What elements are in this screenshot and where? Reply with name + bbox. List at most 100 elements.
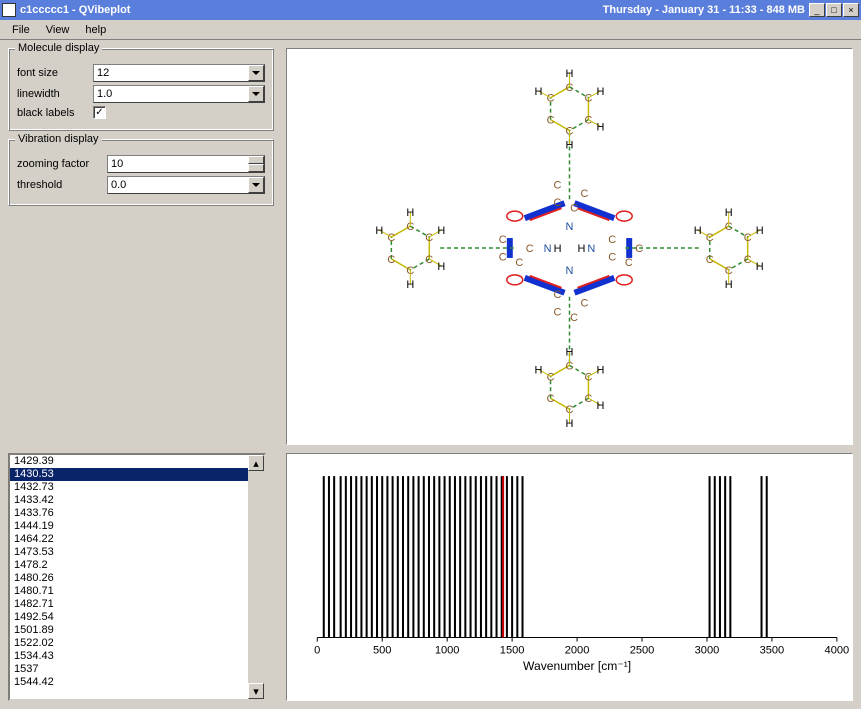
molecule-display-title: Molecule display	[15, 42, 102, 54]
threshold-label: threshold	[17, 179, 107, 191]
svg-text:H: H	[535, 364, 543, 376]
frequency-item[interactable]: 1429.39	[10, 455, 248, 468]
linewidth-label: linewidth	[17, 88, 93, 100]
svg-text:H: H	[694, 225, 702, 237]
vibration-display-group: Vibration display zooming factor 10 thre…	[8, 139, 274, 206]
svg-text:C: C	[585, 93, 593, 105]
svg-text:H: H	[577, 243, 585, 255]
menu-view[interactable]: View	[38, 22, 78, 38]
frequency-item[interactable]: 1501.89	[10, 624, 248, 637]
frequency-item[interactable]: 1433.42	[10, 494, 248, 507]
frequency-item[interactable]: 1478.2	[10, 559, 248, 572]
frequency-item[interactable]: 1544.42	[10, 676, 248, 689]
threshold-combo[interactable]: 0.0	[107, 176, 265, 194]
zooming-value: 10	[111, 158, 123, 170]
font-size-label: font size	[17, 67, 93, 79]
titlebar: c1ccccc1 - QVibeplot Thursday - January …	[0, 0, 861, 20]
svg-text:H: H	[406, 279, 414, 291]
scroll-up-icon[interactable]: ▴	[248, 455, 264, 471]
black-labels-checkbox[interactable]: ✓	[93, 106, 106, 119]
linewidth-value: 1.0	[97, 88, 112, 100]
svg-text:C: C	[553, 179, 561, 191]
frequency-item[interactable]: 1433.76	[10, 507, 248, 520]
svg-text:3500: 3500	[760, 645, 785, 657]
svg-text:0: 0	[314, 645, 320, 657]
svg-text:C: C	[744, 232, 752, 244]
svg-text:H: H	[597, 364, 605, 376]
svg-text:C: C	[570, 202, 578, 214]
frequency-item[interactable]: 1534.43	[10, 650, 248, 663]
frequency-item[interactable]: 1432.73	[10, 481, 248, 494]
svg-text:1500: 1500	[500, 645, 525, 657]
svg-text:C: C	[744, 254, 752, 266]
svg-text:C: C	[547, 371, 555, 383]
frequency-item[interactable]: 1473.53	[10, 546, 248, 559]
font-size-combo[interactable]: 12	[93, 64, 265, 82]
frequency-item[interactable]: 1464.22	[10, 533, 248, 546]
window-title: c1ccccc1 - QVibeplot	[20, 4, 130, 16]
svg-text:C: C	[547, 93, 555, 105]
frequency-item[interactable]: 1492.54	[10, 611, 248, 624]
vibration-display-title: Vibration display	[15, 133, 102, 145]
frequency-item[interactable]: 1480.71	[10, 585, 248, 598]
dropdown-icon[interactable]	[248, 65, 264, 81]
menu-help[interactable]: help	[77, 22, 114, 38]
frequency-item[interactable]: 1430.53	[10, 468, 248, 481]
menu-file[interactable]: File	[4, 22, 38, 38]
svg-text:2000: 2000	[565, 645, 590, 657]
window-status: Thursday - January 31 - 11:33 - 848 MB	[603, 4, 805, 16]
svg-text:2500: 2500	[630, 645, 655, 657]
svg-text:H: H	[756, 225, 764, 237]
scrollbar[interactable]: ▴ ▾	[248, 455, 264, 699]
svg-text:4000: 4000	[825, 645, 850, 657]
threshold-value: 0.0	[111, 179, 126, 191]
frequency-item[interactable]: 1482.71	[10, 598, 248, 611]
zooming-label: zooming factor	[17, 158, 107, 170]
svg-text:C: C	[553, 306, 561, 318]
svg-text:C: C	[553, 197, 561, 209]
svg-text:C: C	[706, 232, 714, 244]
svg-text:H: H	[566, 346, 574, 358]
svg-text:H: H	[406, 207, 414, 219]
svg-text:N: N	[587, 243, 595, 255]
svg-text:C: C	[585, 393, 593, 405]
frequency-item[interactable]: 1444.19	[10, 520, 248, 533]
svg-text:C: C	[425, 232, 433, 244]
svg-text:H: H	[566, 68, 574, 80]
svg-text:1000: 1000	[435, 645, 460, 657]
dropdown-icon[interactable]	[248, 86, 264, 102]
svg-text:Wavenumber [cm⁻¹]: Wavenumber [cm⁻¹]	[523, 659, 631, 673]
spectrum-canvas[interactable]: 05001000150020002500300035004000Wavenumb…	[286, 453, 853, 701]
frequency-item[interactable]: 1537	[10, 663, 248, 676]
svg-text:C: C	[585, 115, 593, 127]
zooming-spinner[interactable]: 10	[107, 155, 265, 173]
close-button[interactable]: ×	[843, 3, 859, 17]
maximize-button[interactable]: □	[826, 3, 842, 17]
svg-text:500: 500	[373, 645, 391, 657]
font-size-value: 12	[97, 67, 109, 79]
svg-text:C: C	[580, 188, 588, 200]
frequency-item[interactable]: 1522.02	[10, 637, 248, 650]
svg-text:H: H	[597, 400, 605, 412]
frequency-item[interactable]: 1480.26	[10, 572, 248, 585]
svg-text:C: C	[499, 252, 507, 264]
minimize-button[interactable]: _	[809, 3, 825, 17]
svg-text:C: C	[553, 289, 561, 301]
molecule-canvas[interactable]: NNNNHHCCCCCCCCCCCCCCCCCHCHCHCCHCHCHCHCHC…	[286, 48, 853, 445]
svg-text:H: H	[597, 122, 605, 134]
svg-text:C: C	[580, 298, 588, 310]
svg-text:C: C	[547, 115, 555, 127]
svg-text:H: H	[437, 261, 445, 273]
menubar: File View help	[0, 20, 861, 40]
svg-text:C: C	[515, 257, 523, 269]
svg-text:N: N	[566, 265, 574, 277]
dropdown-icon[interactable]	[248, 177, 264, 193]
spinner-down-icon[interactable]	[248, 164, 264, 172]
frequency-list[interactable]: 1429.391430.531432.731433.421433.761444.…	[8, 453, 266, 701]
svg-text:N: N	[566, 221, 574, 233]
linewidth-combo[interactable]: 1.0	[93, 85, 265, 103]
black-labels-label: black labels	[17, 107, 93, 119]
spinner-up-icon[interactable]	[248, 156, 264, 164]
scroll-down-icon[interactable]: ▾	[248, 683, 264, 699]
svg-text:C: C	[387, 254, 395, 266]
